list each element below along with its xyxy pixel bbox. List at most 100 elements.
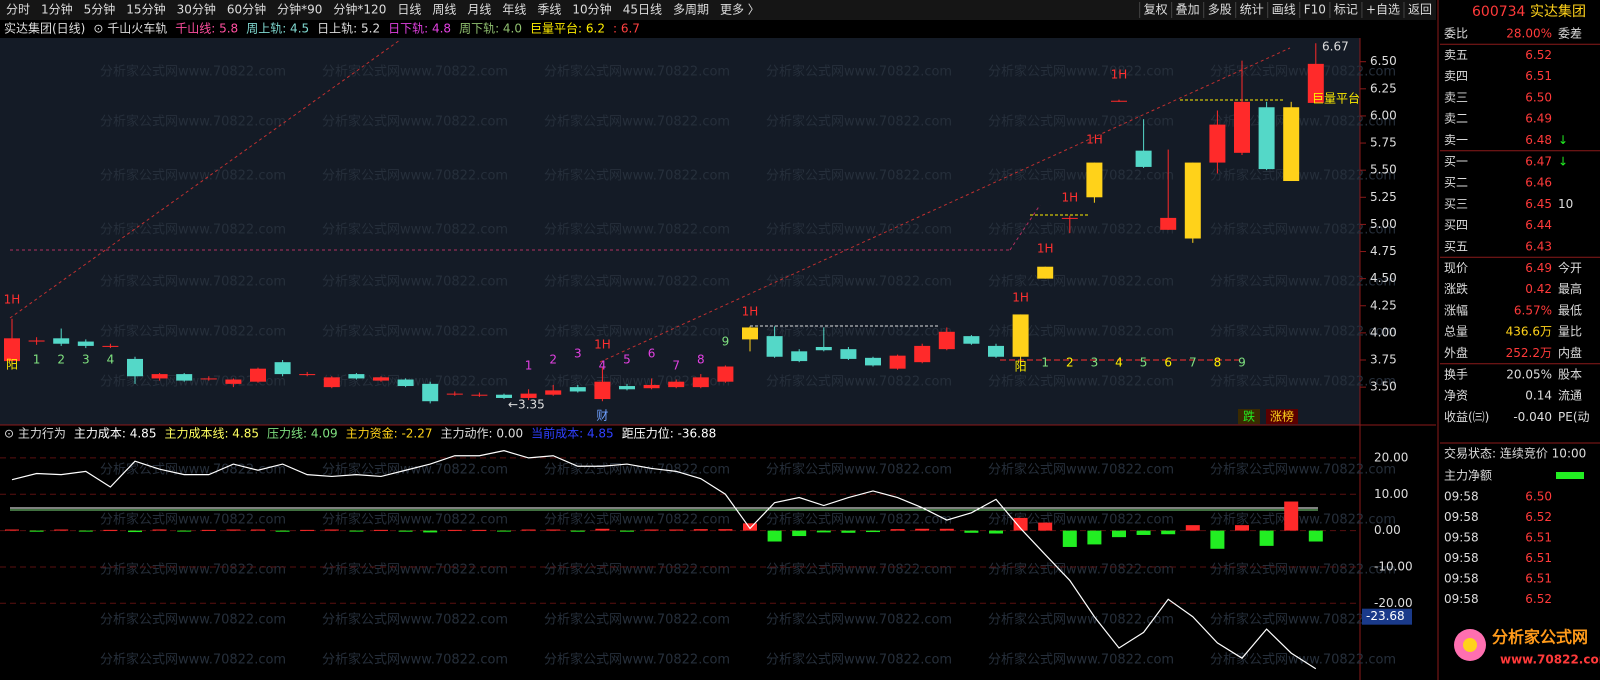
tool-button[interactable]: 复权	[1144, 3, 1168, 17]
candle-body	[274, 362, 291, 375]
flow-bar	[1087, 530, 1102, 545]
watermark: 分析家公式网www.70822.com	[1210, 64, 1396, 80]
watermark: 分析家公式网www.70822.com	[988, 114, 1174, 130]
watermark: 分析家公式网www.70822.com	[766, 512, 952, 528]
tool-button[interactable]: 统计	[1240, 3, 1264, 17]
y-tick-label: 4.50	[1370, 271, 1397, 285]
tab[interactable]: 15分钟	[126, 2, 165, 17]
tab[interactable]: 分钟*90	[277, 2, 322, 17]
count-label: 7	[672, 359, 680, 373]
tab[interactable]: 周线	[432, 3, 456, 17]
tab[interactable]: 60分钟	[227, 2, 266, 17]
tab[interactable]: 1分钟	[41, 2, 73, 17]
tool-button[interactable]: 返回	[1408, 3, 1432, 17]
watermark: 分析家公式网www.70822.com	[766, 562, 952, 578]
quote-extra: PE(动	[1558, 410, 1590, 424]
tool-button[interactable]: F10	[1304, 3, 1326, 17]
badge	[1238, 409, 1260, 424]
quote-value: 20.05%	[1506, 367, 1552, 381]
signal-label: 1H	[1086, 133, 1103, 147]
quote-extra: 最高	[1558, 281, 1582, 296]
candle-body	[1283, 107, 1300, 182]
candle-body	[422, 383, 439, 402]
candle-body	[77, 341, 94, 346]
flow-bar	[1284, 501, 1299, 531]
guide-line	[9, 39, 401, 319]
tool-button[interactable]: 标记	[1334, 3, 1358, 17]
watermark: 分析家公式网www.70822.com	[100, 374, 286, 390]
flow-bar	[374, 529, 388, 531]
flow-bar	[792, 530, 807, 537]
tick-price: 6.52	[1525, 510, 1552, 524]
tab[interactable]: 10分钟	[572, 2, 611, 17]
candle-body	[865, 357, 881, 366]
tool-button[interactable]: 叠加	[1176, 3, 1200, 17]
candle-body	[151, 374, 168, 379]
tick-time: 09:58	[1444, 531, 1479, 545]
flow-title: 主力净额	[1444, 469, 1492, 483]
flow-bar	[152, 529, 167, 531]
tab[interactable]: 多周期	[673, 3, 709, 17]
tab[interactable]: 分时	[6, 3, 30, 17]
count-label: 3	[574, 347, 582, 361]
watermark: 分析家公式网www.70822.com	[988, 168, 1174, 184]
tab[interactable]: 季线	[537, 3, 561, 17]
low-label: ←3.35	[508, 398, 545, 412]
quote-label: 总量	[1444, 325, 1468, 339]
tick-time: 09:58	[1444, 572, 1479, 586]
watermark: 分析家公式网www.70822.com	[544, 222, 730, 238]
count-label: 5	[1140, 356, 1148, 370]
quote-extra: 股本	[1558, 367, 1582, 381]
watermark: 分析家公式网www.70822.com	[544, 64, 730, 80]
legend-item: 日下轨: 4.8	[388, 22, 451, 36]
quote-value: 6.45	[1525, 197, 1552, 211]
candle-body	[127, 358, 143, 377]
tab[interactable]: 更多 〉	[720, 3, 760, 17]
watermark: 分析家公式网www.70822.com	[322, 512, 508, 528]
count-label: 1	[525, 359, 533, 373]
flow-bar	[669, 529, 684, 531]
tab[interactable]: 30分钟	[177, 2, 216, 17]
watermark: 分析家公式网www.70822.com	[1210, 462, 1396, 478]
legend-item: 周上轨: 4.5	[246, 22, 309, 36]
watermark: 分析家公式网www.70822.com	[1210, 562, 1396, 578]
y-tick-label: 10.00	[1374, 487, 1408, 501]
flow-bar	[521, 529, 536, 531]
candle-body	[496, 394, 512, 398]
tick-price: 6.50	[1525, 490, 1552, 504]
tool-button[interactable]: 多股	[1208, 3, 1232, 17]
flow-bar	[620, 530, 634, 532]
quote-value: 6.43	[1525, 240, 1552, 254]
tab[interactable]: 日线	[397, 3, 421, 17]
tab[interactable]: 月线	[467, 3, 491, 17]
flow-bar	[841, 530, 856, 533]
watermark: 分析家公式网www.70822.com	[988, 324, 1174, 340]
candle-body	[1307, 63, 1324, 103]
tab[interactable]: 45日线	[623, 3, 662, 17]
quote-value: 436.6万	[1506, 325, 1552, 339]
candle-body	[225, 379, 242, 384]
quote-label: 买二	[1444, 176, 1468, 190]
tab[interactable]: 年线	[502, 3, 526, 17]
flow-bar	[767, 530, 782, 542]
tool-button[interactable]: 画线	[1272, 3, 1296, 17]
logo-url: www.70822.com	[1500, 653, 1600, 667]
watermark: 分析家公式网www.70822.com	[544, 274, 730, 290]
quote-label: 现价	[1444, 261, 1468, 275]
watermark: 分析家公式网www.70822.com	[322, 114, 508, 130]
flow-bar	[1308, 530, 1323, 542]
flow-bar	[595, 528, 610, 531]
tab[interactable]: 5分钟	[84, 2, 116, 17]
candle-body	[1258, 107, 1275, 170]
y-tick-label: -20.00	[1374, 596, 1413, 610]
flow-bar	[890, 529, 905, 531]
y-tick-label: 4.00	[1370, 325, 1397, 339]
flow-bar	[570, 530, 585, 532]
candle-body	[1209, 124, 1226, 163]
tool-button[interactable]: +自选	[1366, 3, 1400, 17]
candle-body	[1012, 314, 1029, 357]
flow-bar	[1136, 530, 1151, 535]
signal-label: 阳	[1015, 360, 1027, 374]
tab[interactable]: 分钟*120	[333, 2, 386, 17]
count-label: 8	[1214, 356, 1222, 370]
